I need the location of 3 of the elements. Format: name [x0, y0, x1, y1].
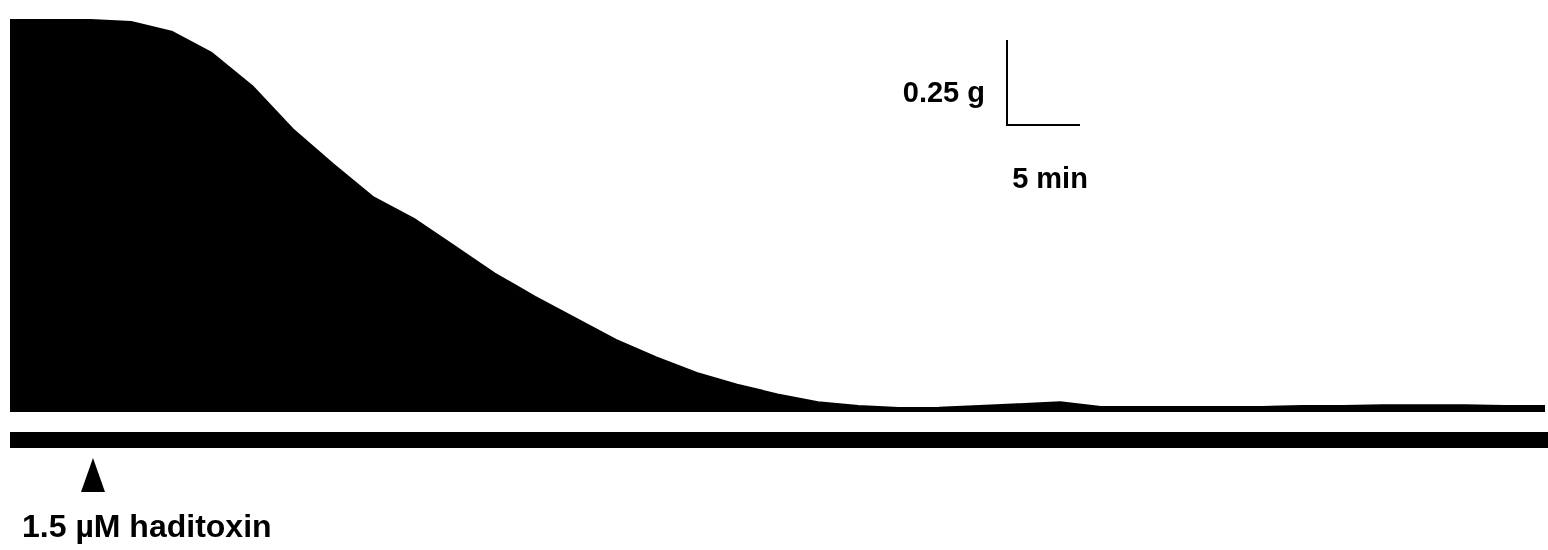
annotation: 0.25 g [902, 76, 985, 108]
annotation: 5 min [1012, 162, 1088, 194]
text: 1.5 µM haditoxin [22, 508, 272, 544]
